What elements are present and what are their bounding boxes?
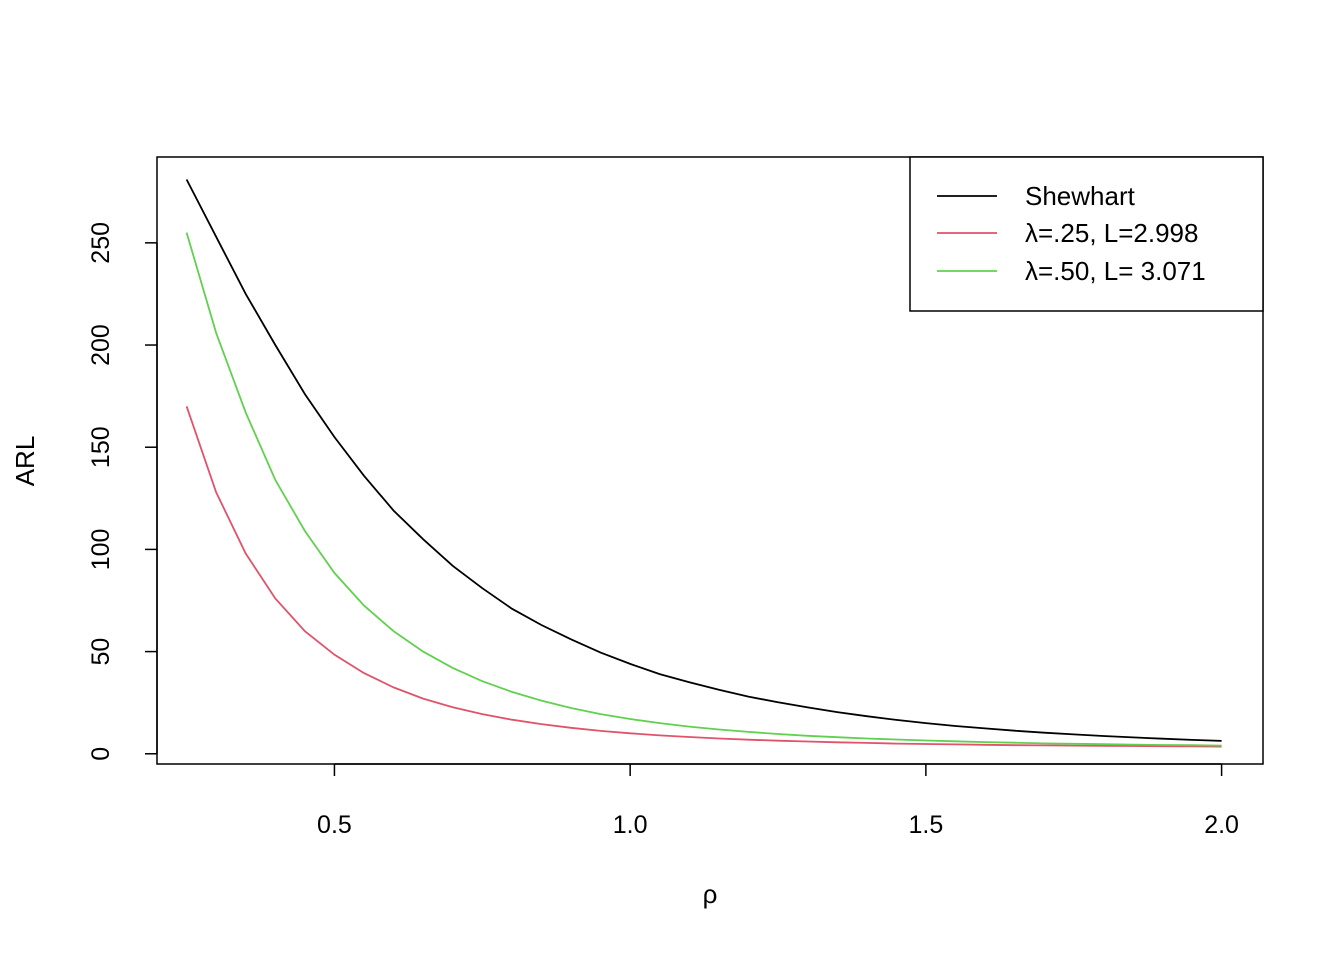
y-tick-label: 200 <box>87 324 115 366</box>
x-axis: 0.5 1.0 1.5 2.0 <box>317 763 1239 839</box>
series-line-1 <box>185 179 1222 742</box>
y-tick-label: 50 <box>87 638 115 666</box>
x-tick-label: 0.5 <box>317 811 352 839</box>
x-tick-label: 2.0 <box>1204 811 1239 839</box>
y-tick-label: 250 <box>87 222 115 264</box>
legend-label-2: λ=.25, L=2.998 <box>1025 218 1198 248</box>
legend-label-1: Shewhart <box>1025 181 1136 211</box>
x-tick-label: 1.0 <box>613 811 648 839</box>
y-axis-title: ARL <box>10 436 40 487</box>
y-tick-label: 150 <box>87 426 115 468</box>
x-tick-label: 1.5 <box>908 811 943 839</box>
plot-lines <box>185 179 1222 748</box>
series-line-3 <box>185 232 1222 747</box>
y-tick-label: 0 <box>87 747 115 761</box>
y-tick-label: 100 <box>87 529 115 571</box>
legend-label-3: λ=.50, L= 3.071 <box>1025 256 1206 286</box>
legend: Shewhart λ=.25, L=2.998 λ=.50, L= 3.071 <box>909 156 1264 312</box>
legend-box <box>909 156 1264 312</box>
x-axis-title: ρ <box>703 879 718 909</box>
y-axis: 0 50 100 150 200 250 <box>87 222 158 761</box>
series-line-2 <box>185 406 1222 748</box>
